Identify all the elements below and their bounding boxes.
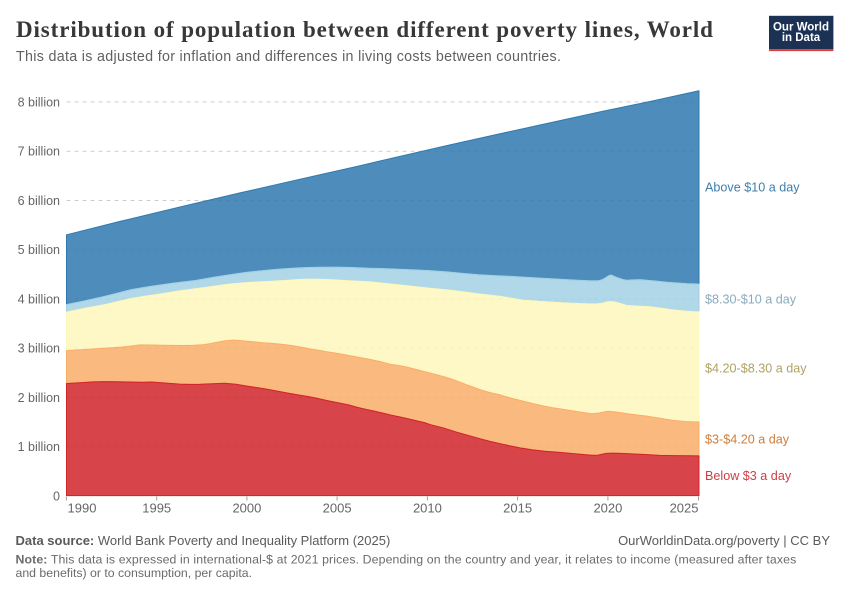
svg-text:0: 0 — [53, 489, 60, 503]
svg-text:2015: 2015 — [503, 501, 532, 516]
svg-text:This data is adjusted for infl: This data is adjusted for inflation and … — [16, 49, 561, 65]
svg-text:4 billion: 4 billion — [18, 292, 60, 306]
svg-text:3 billion: 3 billion — [18, 342, 60, 356]
svg-text:$4.20-$8.30 a day: $4.20-$8.30 a day — [705, 362, 807, 376]
svg-text:Above $10 a day: Above $10 a day — [705, 181, 800, 195]
svg-text:1990: 1990 — [68, 501, 97, 516]
svg-text:2 billion: 2 billion — [18, 391, 60, 405]
svg-text:in Data: in Data — [782, 32, 821, 44]
svg-text:$3-$4.20 a day: $3-$4.20 a day — [705, 433, 790, 447]
svg-text:$8.30-$10 a day: $8.30-$10 a day — [705, 293, 797, 307]
svg-text:8 billion: 8 billion — [18, 95, 60, 109]
svg-text:Our World: Our World — [773, 21, 829, 33]
svg-text:5 billion: 5 billion — [18, 243, 60, 257]
svg-text:and benefits) or to consumptio: and benefits) or to consumption, per cap… — [16, 566, 253, 580]
svg-text:2005: 2005 — [323, 501, 352, 516]
svg-text:Data source: World Bank Povert: Data source: World Bank Poverty and Ineq… — [16, 533, 391, 548]
svg-text:2000: 2000 — [232, 501, 261, 516]
svg-text:2020: 2020 — [593, 501, 622, 516]
svg-text:1995: 1995 — [142, 501, 171, 516]
svg-text:6 billion: 6 billion — [18, 194, 60, 208]
svg-text:2025: 2025 — [670, 501, 699, 516]
svg-text:2010: 2010 — [413, 501, 442, 516]
svg-text:1 billion: 1 billion — [18, 440, 60, 454]
svg-text:7 billion: 7 billion — [18, 145, 60, 159]
svg-text:Note: This data is expressed i: Note: This data is expressed in internat… — [16, 553, 797, 567]
svg-text:Distribution of population bet: Distribution of population between diffe… — [16, 17, 714, 42]
svg-text:OurWorldinData.org/poverty | C: OurWorldinData.org/poverty | CC BY — [618, 533, 830, 548]
svg-text:Below $3 a day: Below $3 a day — [705, 469, 792, 483]
